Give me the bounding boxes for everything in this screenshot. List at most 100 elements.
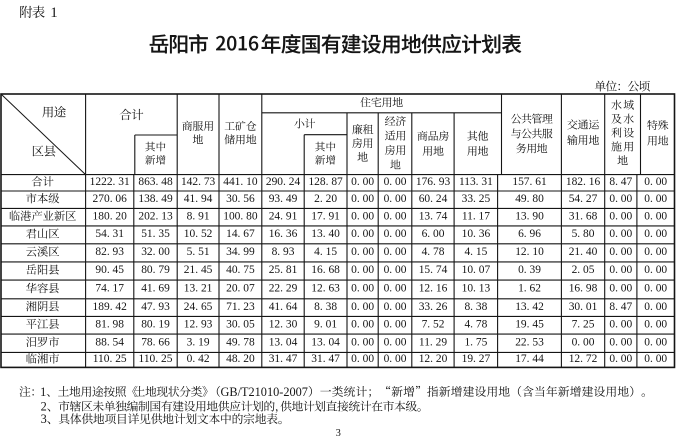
svg-text:GB/T21010-2007: GB/T21010-2007 [221, 385, 308, 399]
svg-text:0. 00: 0. 00 [644, 210, 667, 222]
svg-text:24. 65: 24. 65 [184, 301, 213, 313]
svg-text:3: 3 [41, 412, 47, 426]
svg-text:8. 47: 8. 47 [609, 176, 632, 188]
svg-text:0. 00: 0. 00 [609, 228, 632, 240]
svg-text:93. 49: 93. 49 [269, 193, 298, 205]
svg-text:21. 45: 21. 45 [184, 264, 213, 276]
svg-text:19. 45: 19. 45 [515, 318, 544, 330]
svg-text:8. 91: 8. 91 [187, 210, 210, 222]
svg-text:1: 1 [40, 385, 46, 399]
svg-text:33. 25: 33. 25 [462, 193, 491, 205]
svg-text:0. 00: 0. 00 [384, 283, 407, 295]
svg-text:0. 00: 0. 00 [644, 353, 667, 365]
svg-text:0. 00: 0. 00 [609, 283, 632, 295]
svg-text:0. 00: 0. 00 [351, 301, 374, 313]
svg-text:1. 75: 1. 75 [464, 336, 487, 348]
svg-text:54. 31: 54. 31 [95, 228, 124, 240]
svg-text:7. 52: 7. 52 [422, 318, 445, 330]
svg-text:863. 48: 863. 48 [138, 176, 173, 188]
svg-text:33. 26: 33. 26 [419, 301, 448, 313]
svg-text:0. 00: 0. 00 [351, 283, 374, 295]
svg-text:0. 00: 0. 00 [351, 336, 374, 348]
svg-text:10. 52: 10. 52 [184, 228, 213, 240]
svg-text:142. 73: 142. 73 [181, 176, 216, 188]
svg-text:10. 13: 10. 13 [462, 283, 491, 295]
svg-text:8. 93: 8. 93 [272, 246, 295, 258]
svg-text:40. 75: 40. 75 [226, 264, 255, 276]
svg-text:11. 29: 11. 29 [419, 336, 447, 348]
svg-text:0. 00: 0. 00 [384, 210, 407, 222]
svg-text:7. 25: 7. 25 [572, 318, 595, 330]
svg-text:78. 66: 78. 66 [141, 336, 170, 348]
svg-text:0. 00: 0. 00 [351, 264, 374, 276]
svg-text:5. 51: 5. 51 [187, 246, 210, 258]
svg-text:21. 40: 21. 40 [569, 246, 598, 258]
svg-text:0. 00: 0. 00 [384, 193, 407, 205]
svg-text:32. 00: 32. 00 [141, 246, 170, 258]
svg-text:0. 00: 0. 00 [644, 193, 667, 205]
svg-text:0. 00: 0. 00 [384, 336, 407, 348]
svg-text:51. 35: 51. 35 [141, 228, 170, 240]
svg-text:0. 00: 0. 00 [644, 283, 667, 295]
svg-text:74. 17: 74. 17 [95, 283, 124, 295]
svg-text:0. 00: 0. 00 [644, 176, 667, 188]
svg-text:14. 67: 14. 67 [226, 228, 255, 240]
svg-text:290. 24: 290. 24 [266, 176, 301, 188]
svg-text:12. 16: 12. 16 [419, 283, 448, 295]
svg-text:31. 68: 31. 68 [569, 210, 598, 222]
svg-text:4. 78: 4. 78 [464, 318, 487, 330]
svg-text:41. 69: 41. 69 [141, 283, 170, 295]
svg-text:31. 47: 31. 47 [269, 353, 298, 365]
svg-text:3: 3 [336, 428, 341, 439]
svg-text:17. 91: 17. 91 [311, 210, 340, 222]
svg-text:128. 87: 128. 87 [308, 176, 343, 188]
svg-text:0. 00: 0. 00 [644, 301, 667, 313]
svg-text:34. 99: 34. 99 [226, 246, 255, 258]
svg-text:12. 72: 12. 72 [569, 353, 598, 365]
svg-text:0. 00: 0. 00 [609, 193, 632, 205]
svg-text:113. 31: 113. 31 [459, 176, 493, 188]
svg-text:8. 38: 8. 38 [314, 301, 337, 313]
svg-text:48. 20: 48. 20 [226, 353, 255, 365]
svg-text:0. 00: 0. 00 [351, 318, 374, 330]
svg-text:0. 00: 0. 00 [609, 336, 632, 348]
svg-text:182. 16: 182. 16 [566, 176, 601, 188]
svg-text:49. 80: 49. 80 [515, 193, 544, 205]
svg-text:12. 10: 12. 10 [515, 246, 544, 258]
svg-text:2. 05: 2. 05 [572, 264, 595, 276]
svg-text:16. 36: 16. 36 [269, 228, 298, 240]
svg-text:12. 20: 12. 20 [419, 353, 448, 365]
svg-text:0. 00: 0. 00 [384, 264, 407, 276]
svg-text:180. 20: 180. 20 [93, 210, 128, 222]
svg-text:0. 00: 0. 00 [351, 176, 374, 188]
svg-text:80. 19: 80. 19 [141, 318, 170, 330]
svg-text:25. 81: 25. 81 [269, 264, 298, 276]
svg-text:0. 00: 0. 00 [644, 318, 667, 330]
svg-text:0. 00: 0. 00 [384, 318, 407, 330]
svg-text:22. 29: 22. 29 [269, 283, 298, 295]
svg-text:3. 19: 3. 19 [187, 336, 210, 348]
svg-text:8. 38: 8. 38 [464, 301, 487, 313]
svg-text:189. 42: 189. 42 [93, 301, 128, 313]
svg-text:5. 80: 5. 80 [572, 228, 595, 240]
svg-text:12. 93: 12. 93 [184, 318, 213, 330]
svg-text:31. 47: 31. 47 [311, 353, 340, 365]
svg-text:41. 64: 41. 64 [269, 301, 298, 313]
svg-text:0. 00: 0. 00 [384, 353, 407, 365]
svg-text:0. 00: 0. 00 [609, 210, 632, 222]
svg-text:24. 91: 24. 91 [269, 210, 298, 222]
svg-text:13. 42: 13. 42 [515, 301, 544, 313]
svg-text:8. 47: 8. 47 [609, 301, 632, 313]
svg-text:441. 10: 441. 10 [223, 176, 258, 188]
svg-text:2. 20: 2. 20 [314, 193, 337, 205]
svg-text:13. 40: 13. 40 [311, 228, 340, 240]
svg-text:13. 21: 13. 21 [184, 283, 213, 295]
svg-text:2: 2 [41, 400, 47, 414]
svg-text:16. 98: 16. 98 [569, 283, 598, 295]
svg-text:0. 00: 0. 00 [351, 210, 374, 222]
svg-text:6. 96: 6. 96 [518, 228, 541, 240]
svg-text:0. 00: 0. 00 [609, 353, 632, 365]
svg-text:4. 15: 4. 15 [314, 246, 337, 258]
svg-text:0. 00: 0. 00 [644, 264, 667, 276]
svg-text:1. 62: 1. 62 [518, 283, 541, 295]
